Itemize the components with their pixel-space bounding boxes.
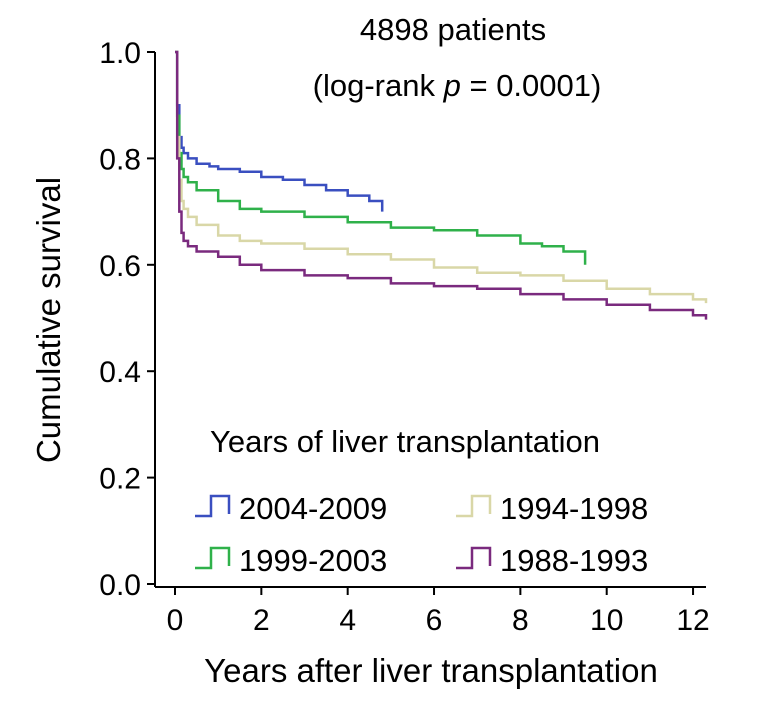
legend: Years of liver transplantation 2004-2009… xyxy=(195,424,648,578)
legend-title: Years of liver transplantation xyxy=(210,424,600,459)
legend-swatch-1999-2003 xyxy=(195,546,231,570)
chart-title: 4898 patients xyxy=(360,12,546,47)
series-line-1988-1993 xyxy=(175,50,708,320)
y-axis: 0.0 0.2 0.4 0.6 0.8 1.0 xyxy=(99,37,156,602)
y-tick-label: 0.2 xyxy=(99,463,141,496)
legend-label-1999-2003: 1999-2003 xyxy=(239,543,387,578)
legend-swatch-1988-1993 xyxy=(456,546,492,570)
legend-swatch-1994-1998 xyxy=(456,494,492,518)
legend-items: 2004-2009 1994-1998 1999-2003 1988-1993 xyxy=(195,491,648,578)
y-tick-label: 0.6 xyxy=(99,250,141,283)
legend-label-1994-1998: 1994-1998 xyxy=(500,491,648,526)
series-line-2004-2009 xyxy=(175,50,384,212)
legend-swatch-2004-2009 xyxy=(195,494,231,518)
y-tick-label: 0.0 xyxy=(99,569,141,602)
x-tick-label: 0 xyxy=(167,604,184,637)
x-axis: 0 2 4 6 8 10 12 xyxy=(155,586,710,637)
series-line-1999-2003 xyxy=(175,50,587,265)
y-tick-label: 0.8 xyxy=(99,143,141,176)
y-tick-label: 0.4 xyxy=(99,356,141,389)
p-italic: p xyxy=(443,68,461,103)
x-tick-label: 4 xyxy=(339,604,356,637)
legend-label-1988-1993: 1988-1993 xyxy=(500,543,648,578)
y-tick-label: 1.0 xyxy=(99,37,141,70)
series-lines xyxy=(175,50,708,320)
series-line-1994-1998 xyxy=(175,50,708,304)
x-tick-label: 10 xyxy=(590,604,623,637)
legend-label-2004-2009: 2004-2009 xyxy=(239,491,387,526)
y-axis-label: Cumulative survival xyxy=(30,177,67,463)
x-axis-label: Years after liver transplantation xyxy=(204,652,658,689)
x-tick-label: 12 xyxy=(676,604,709,637)
chart-subtitle: (log-rank p = 0.0001) xyxy=(313,68,602,103)
x-tick-label: 2 xyxy=(253,604,270,637)
x-tick-label: 8 xyxy=(512,604,529,637)
x-tick-label: 6 xyxy=(426,604,443,637)
